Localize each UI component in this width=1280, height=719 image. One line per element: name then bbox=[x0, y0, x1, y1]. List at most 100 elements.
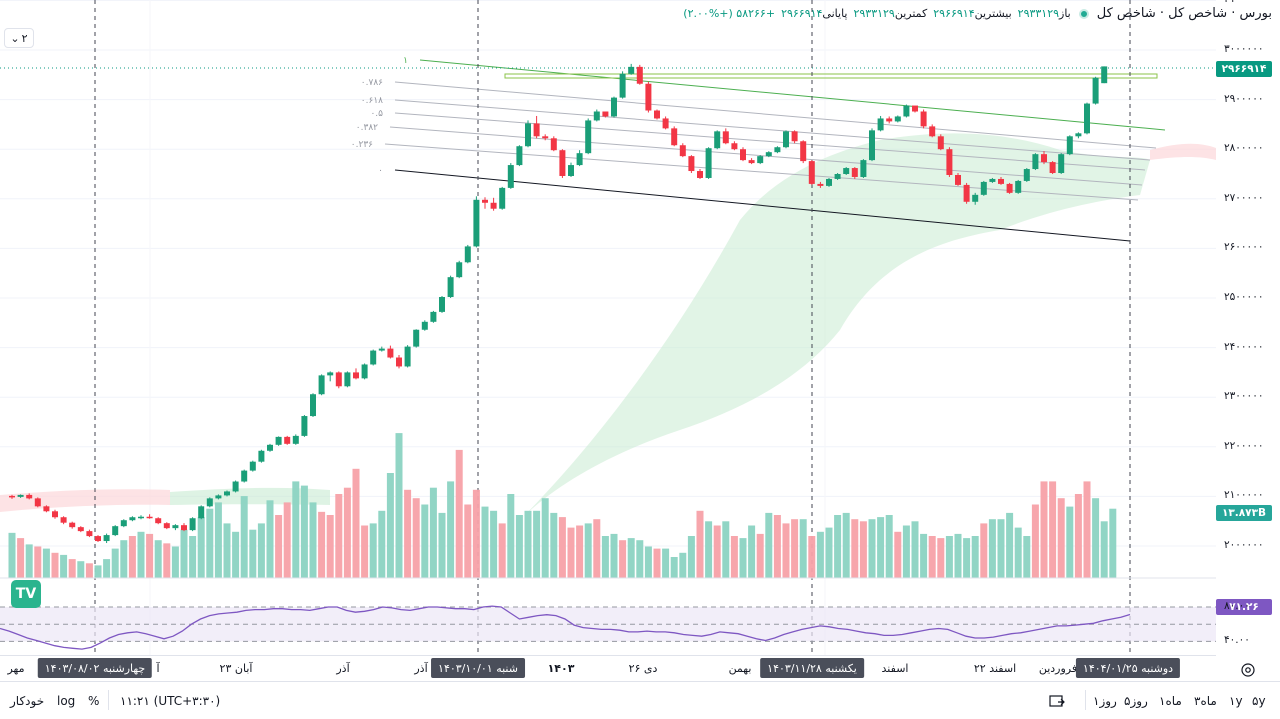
candle-up bbox=[206, 498, 213, 507]
volume-bar bbox=[111, 548, 119, 578]
candle-up bbox=[447, 277, 454, 298]
candle-down bbox=[688, 156, 695, 172]
low-item: کمترین۲۹۳۳۱۲۹ bbox=[853, 7, 928, 20]
fib-level-label: ۰ bbox=[378, 166, 383, 176]
timeframe-5d[interactable]: ۵روز bbox=[1124, 694, 1148, 708]
date-range-icon[interactable] bbox=[1048, 693, 1066, 709]
fib-channel-line bbox=[419, 59, 1166, 131]
bottom-toolbar: ۵y ۱y ۳ماه ۱ماه ۵روز ۱روز ۱۱:۲۱ (UTC+۳:۳… bbox=[0, 681, 1280, 719]
volume-bar bbox=[1023, 536, 1031, 578]
market-status-icon bbox=[1078, 8, 1089, 19]
volume-bar bbox=[670, 557, 678, 578]
candle-up bbox=[378, 348, 385, 351]
collapse-indicators-button[interactable]: ⌄ ۲ bbox=[4, 28, 34, 48]
candle-down bbox=[353, 372, 359, 379]
candle-down bbox=[396, 357, 402, 367]
time-axis-label: ۱۴۰۳ bbox=[547, 662, 575, 675]
time-axis[interactable]: مهر آ ۲۳ آبان آذر آذر ۱۴۰۳ ۲۶ دی بهمن اسفند ۲۲ اس… bbox=[0, 655, 1216, 681]
volume-bar bbox=[283, 502, 291, 578]
volume-bar bbox=[653, 548, 661, 578]
ichimoku-cloud-bearish bbox=[0, 489, 170, 512]
rsi-level-label: ۸۰.۰۰ bbox=[1224, 600, 1250, 612]
volume-bar bbox=[60, 554, 68, 578]
volume-bar bbox=[971, 536, 979, 578]
timeframe-1y[interactable]: ۱y bbox=[1229, 694, 1243, 708]
settings-gear-icon[interactable] bbox=[1240, 662, 1256, 678]
volume-bar bbox=[335, 494, 343, 578]
fib-channel-line bbox=[394, 81, 1157, 149]
symbol-title[interactable]: بورس · شاخص کل · شاخص کل bbox=[1096, 6, 1272, 21]
volume-bar bbox=[928, 536, 936, 578]
candle-up bbox=[705, 148, 712, 178]
tradingview-logo-icon[interactable]: TV bbox=[11, 580, 41, 608]
volume-bar bbox=[85, 563, 93, 578]
high-item: بیشترین۲۹۶۶۹۱۴ bbox=[933, 7, 1012, 20]
volume-bar bbox=[1066, 506, 1074, 578]
fib-channel-line bbox=[394, 99, 1151, 161]
volume-bar bbox=[180, 529, 188, 578]
candle-up bbox=[1032, 154, 1039, 170]
volume-bar bbox=[567, 527, 575, 578]
candle-down bbox=[181, 525, 187, 531]
price-axis-label: ۲۸۰۰۰۰۰ bbox=[1224, 142, 1264, 155]
candle-up bbox=[499, 187, 506, 209]
volume-bar bbox=[885, 515, 893, 578]
time-marker-tag: چهارشنبه ۱۴۰۳/۰۸/۰۲ bbox=[37, 658, 153, 678]
candle-up bbox=[774, 147, 781, 153]
volume-bar bbox=[94, 565, 102, 578]
timeframe-5y[interactable]: ۵y bbox=[1252, 694, 1266, 708]
volume-bar bbox=[103, 559, 111, 578]
volume-bar bbox=[77, 561, 85, 578]
candle-down bbox=[1006, 183, 1013, 193]
volume-bar bbox=[275, 515, 283, 578]
volume-bar bbox=[937, 538, 945, 578]
log-scale-toggle[interactable]: log bbox=[57, 694, 76, 708]
candle-up bbox=[757, 156, 764, 164]
rsi-line bbox=[0, 605, 1131, 650]
candle-up bbox=[129, 517, 136, 521]
candle-up bbox=[275, 436, 282, 445]
volume-bar bbox=[636, 540, 644, 578]
percent-scale-toggle[interactable]: % bbox=[88, 694, 100, 708]
candle-down bbox=[654, 110, 660, 119]
volume-bar bbox=[421, 504, 429, 578]
volume-bar bbox=[214, 502, 222, 578]
auto-scale-toggle[interactable]: خودکار bbox=[10, 694, 45, 708]
candle-down bbox=[86, 531, 93, 537]
candle-up bbox=[370, 350, 377, 365]
candle-up bbox=[894, 116, 901, 122]
candle-up bbox=[593, 111, 600, 121]
price-axis[interactable]: ۳۱۰۰۰۰۰ ۳۰۰۰۰۰۰ ۲۹۰۰۰۰۰ ۲۸۰۰۰۰۰ ۲۷۰۰۰۰۰ ۲۶۰۰۰… bbox=[1216, 0, 1280, 655]
price-axis-label: ۲۳۰۰۰۰۰ bbox=[1224, 390, 1264, 403]
fib-channel-line bbox=[394, 112, 1146, 171]
candle-up bbox=[258, 450, 265, 462]
candle-up bbox=[318, 375, 325, 395]
open-item: باز۲۹۳۳۱۲۹ bbox=[1017, 7, 1071, 20]
toolbar-divider bbox=[108, 690, 109, 710]
candle-down bbox=[602, 111, 609, 117]
chart-canvas[interactable]: ۱ ۰.۷۸۶ ۰.۶۱۸ ۰.۵ ۰.۳۸۲ ۰.۲۳۶ ۰ bbox=[0, 0, 1216, 680]
volume-bar bbox=[395, 433, 403, 578]
volume-bar bbox=[223, 523, 231, 578]
volume-bar bbox=[146, 533, 154, 578]
volume-bar bbox=[1006, 512, 1014, 578]
candle-up bbox=[172, 525, 179, 529]
timezone-button[interactable]: ۱۱:۲۱ (UTC+۳:۳۰) bbox=[120, 694, 221, 708]
candle-down bbox=[722, 131, 729, 144]
candle-down bbox=[920, 111, 927, 127]
candle-up bbox=[241, 470, 248, 482]
volume-bar bbox=[68, 559, 76, 578]
candle-up bbox=[1101, 66, 1108, 84]
volume-bar bbox=[773, 515, 781, 578]
timeframe-3m[interactable]: ۳ماه bbox=[1194, 694, 1217, 708]
volume-bar bbox=[326, 515, 334, 578]
price-axis-label: ۲۹۰۰۰۰۰ bbox=[1224, 92, 1264, 105]
volume-bar bbox=[1074, 494, 1082, 578]
timeframe-1d[interactable]: ۱روز bbox=[1093, 694, 1117, 708]
volume-bar bbox=[189, 536, 197, 578]
timeframe-1m[interactable]: ۱ماه bbox=[1159, 694, 1182, 708]
price-axis-label: ۲۰۰۰۰۰۰ bbox=[1224, 539, 1264, 551]
time-axis-label: ۲۳ آبان bbox=[219, 662, 253, 675]
candle-down bbox=[740, 149, 746, 161]
volume-bar bbox=[662, 548, 670, 578]
